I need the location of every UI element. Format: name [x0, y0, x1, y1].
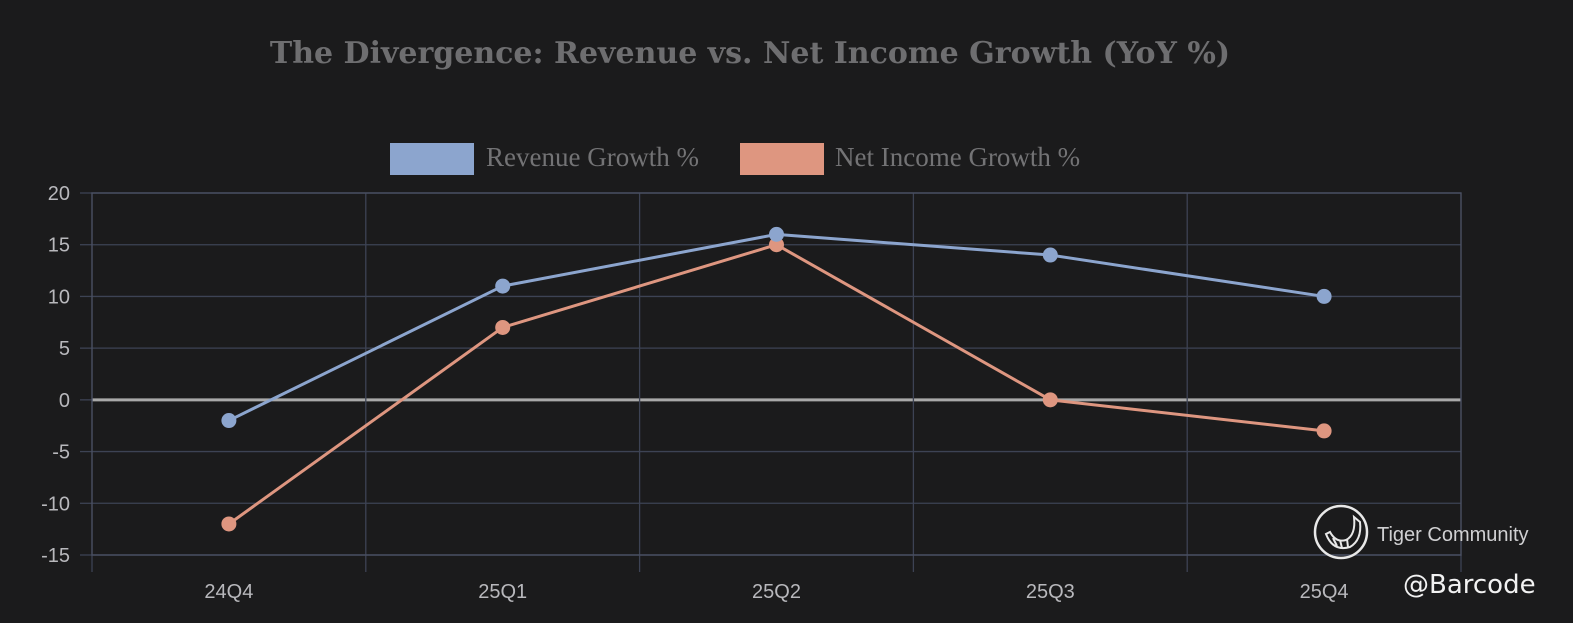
data-point-revenue[interactable] [1316, 288, 1332, 304]
y-tick-label: -10 [41, 493, 70, 515]
series-line-net-income [228, 243, 1325, 526]
legend-swatch-revenue [390, 143, 474, 175]
data-point-net-income[interactable] [1316, 423, 1332, 439]
data-point-net-income[interactable] [769, 237, 784, 253]
watermark: Tiger Community @Barcode [1313, 504, 1536, 600]
x-tick-label: 25Q2 [752, 581, 801, 603]
legend: Revenue Growth % Net Income Growth % [390, 142, 1080, 175]
y-tick-label: -15 [41, 545, 70, 567]
y-tick-label: 5 [59, 338, 70, 360]
y-tick-label: 0 [59, 390, 70, 412]
x-axis: 24Q4 25Q1 25Q2 25Q3 25Q4 [91, 555, 1462, 603]
x-tick-label: 25Q3 [1026, 581, 1075, 603]
x-tick-label: 24Q4 [204, 581, 253, 603]
chart-title: The Divergence: Revenue vs. Net Income G… [270, 36, 1230, 71]
data-point-revenue[interactable] [1042, 247, 1058, 263]
tiger-logo-icon [1313, 504, 1369, 560]
x-tick-label: 25Q4 [1300, 581, 1349, 603]
data-point-net-income[interactable] [1042, 392, 1058, 408]
data-point-revenue[interactable] [495, 278, 511, 294]
y-tick-label: 10 [48, 286, 70, 308]
watermark-handle: @Barcode [1403, 570, 1536, 600]
grid [92, 192, 1461, 556]
y-axis: 20 15 10 5 0 -5 -10 -15 [41, 183, 92, 567]
legend-swatch-net-income [740, 143, 824, 175]
series [221, 226, 1332, 532]
data-point-net-income[interactable] [221, 516, 237, 532]
plot-frame [91, 192, 1462, 556]
y-tick-label: -5 [52, 442, 70, 464]
legend-label-revenue: Revenue Growth % [486, 142, 699, 172]
y-tick-label: 20 [48, 183, 70, 205]
data-point-net-income[interactable] [495, 319, 511, 335]
x-tick-label: 25Q1 [478, 581, 527, 603]
series-line-revenue [228, 232, 1325, 422]
y-tick-label: 15 [48, 235, 70, 257]
legend-label-net-income: Net Income Growth % [835, 142, 1080, 172]
watermark-brand: Tiger Community [1377, 524, 1529, 546]
data-point-revenue[interactable] [221, 413, 237, 429]
data-point-revenue[interactable] [769, 226, 784, 242]
